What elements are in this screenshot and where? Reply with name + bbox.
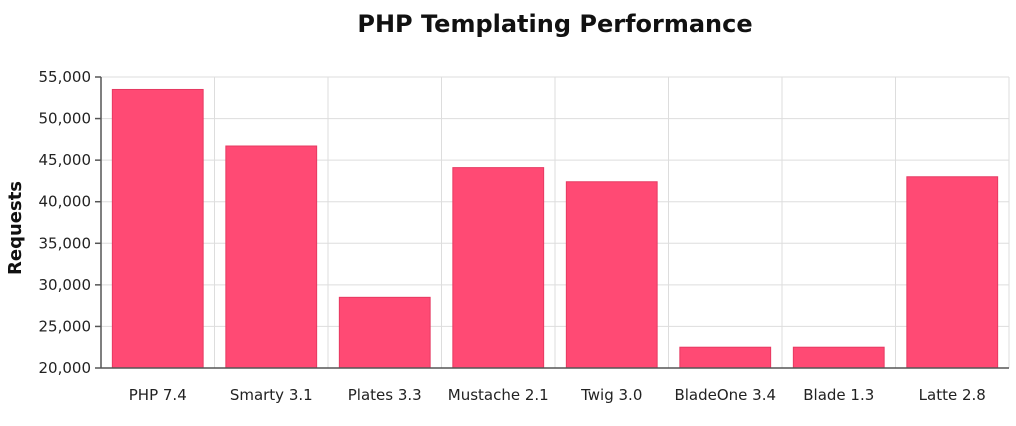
y-tick-label: 20,000 [39, 359, 92, 377]
bar [111, 88, 204, 369]
x-tick-label: Plates 3.3 [348, 386, 422, 404]
y-tick-label: 55,000 [39, 68, 92, 86]
x-tick-label: Smarty 3.1 [230, 386, 313, 404]
x-tick-label: Mustache 2.1 [448, 386, 549, 404]
x-tick-label: Latte 2.8 [919, 386, 986, 404]
y-tick-label: 40,000 [39, 193, 92, 211]
y-tick-label: 30,000 [39, 276, 92, 294]
y-axis-label: Requests [5, 181, 26, 275]
y-tick-label: 50,000 [39, 110, 92, 128]
bar [452, 167, 545, 369]
y-axis-ticks: 20,000 25,000 30,000 35,000 40,000 45,000 50,0… [39, 68, 101, 377]
x-tick-label: Blade 1.3 [803, 386, 874, 404]
bar [679, 346, 772, 369]
bar [565, 181, 658, 369]
x-tick-label: BladeOne 3.4 [674, 386, 776, 404]
y-tick-label: 35,000 [39, 234, 92, 252]
chart-title: PHP Templating Performance [357, 10, 752, 38]
x-axis-ticks: PHP 7.4 Smarty 3.1 Plates 3.3 Mustache 2.1 T… [129, 386, 986, 404]
axes [100, 77, 1009, 369]
x-tick-label: PHP 7.4 [129, 386, 187, 404]
bar [338, 296, 431, 369]
bar [225, 145, 318, 369]
y-tick-label: 25,000 [39, 317, 92, 335]
bar [792, 346, 885, 369]
x-tick-label: Twig 3.0 [580, 386, 642, 404]
bars [111, 88, 999, 369]
bar [906, 176, 999, 369]
y-tick-label: 45,000 [39, 151, 92, 169]
